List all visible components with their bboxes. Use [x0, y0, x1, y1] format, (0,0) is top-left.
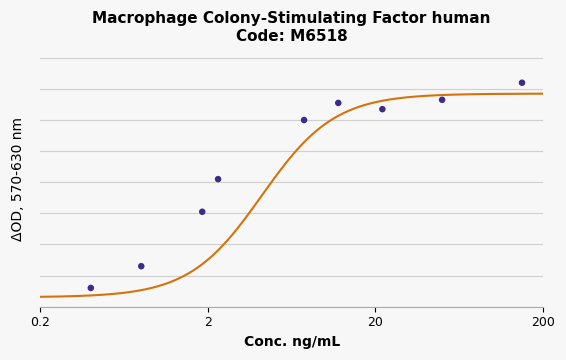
Point	[517, 80, 526, 86]
Point	[213, 176, 222, 182]
Point	[299, 117, 308, 123]
Point	[198, 209, 207, 215]
Point	[438, 97, 447, 103]
Y-axis label: ΔOD, 570-630 nm: ΔOD, 570-630 nm	[11, 117, 25, 241]
Point	[137, 263, 146, 269]
Point	[334, 100, 343, 106]
Point	[378, 106, 387, 112]
Title: Macrophage Colony-Stimulating Factor human
Code: M6518: Macrophage Colony-Stimulating Factor hum…	[92, 11, 491, 44]
Point	[86, 285, 95, 291]
X-axis label: Conc. ng/mL: Conc. ng/mL	[243, 335, 340, 349]
